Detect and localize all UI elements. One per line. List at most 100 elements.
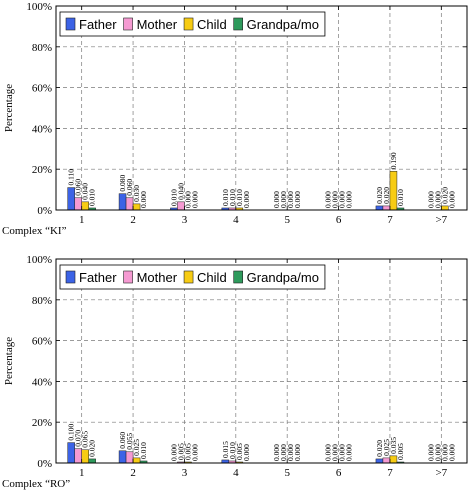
y-tick-label: 20% <box>32 164 52 176</box>
y-axis-title: Percentage <box>3 337 15 385</box>
y-tick-label: 40% <box>32 123 52 135</box>
data-label: 0.000 <box>139 191 148 208</box>
bar-grandpa-mo-1 <box>88 458 96 464</box>
data-label: 0.010 <box>228 442 237 459</box>
data-label: 0.000 <box>426 191 435 208</box>
legend-label: Father <box>79 270 117 285</box>
data-label: 0.020 <box>440 187 449 204</box>
data-label: 0.040 <box>176 183 185 200</box>
data-label: 0.060 <box>118 432 127 449</box>
legend-label: Grandpa/mo <box>247 17 319 32</box>
x-tick-label: 7 <box>387 467 393 479</box>
data-label: 0.100 <box>67 423 76 440</box>
data-label: 0.060 <box>125 179 134 196</box>
data-label: 0.110 <box>67 169 76 186</box>
legend-box <box>59 264 326 290</box>
data-label: 0.000 <box>324 444 333 461</box>
data-label: 0.000 <box>286 191 295 208</box>
data-label: 0.010 <box>235 189 244 206</box>
plot-frame <box>55 258 468 464</box>
data-label: 0.000 <box>338 444 347 461</box>
bar-father-7 <box>375 205 384 211</box>
data-label: 0.000 <box>183 191 192 208</box>
bar-father-2 <box>118 450 127 464</box>
x-tick-label: 5 <box>284 467 290 479</box>
x-axis-title: Complex “RO” <box>2 478 70 490</box>
x-tick-label: 2 <box>130 467 136 479</box>
y-tick-label: 100% <box>26 1 52 13</box>
legend-swatch <box>123 270 133 284</box>
x-tick-label: 6 <box>336 467 342 479</box>
data-label: 0.010 <box>228 189 237 206</box>
data-label: 0.000 <box>169 444 178 461</box>
y-axis-title: Percentage <box>3 84 15 132</box>
legend-label: Child <box>197 270 227 285</box>
data-label: 0.000 <box>293 191 302 208</box>
legend-label: Grandpa/mo <box>247 270 319 285</box>
data-label: 0.000 <box>272 444 281 461</box>
legend-label: Father <box>79 17 117 32</box>
data-label: 0.070 <box>74 430 83 447</box>
data-label: 0.000 <box>338 191 347 208</box>
data-label: 0.000 <box>433 191 442 208</box>
data-label: 0.020 <box>88 440 97 457</box>
y-tick-label: 0% <box>37 458 52 470</box>
y-tick-label: 20% <box>32 417 52 429</box>
data-label: 0.000 <box>286 444 295 461</box>
data-label: 0.010 <box>169 189 178 206</box>
data-label: 0.000 <box>279 444 288 461</box>
data-label: 0.000 <box>447 191 456 208</box>
x-tick-label: 6 <box>336 214 342 226</box>
bar-mother-1 <box>74 448 82 464</box>
plot-frame <box>55 5 468 211</box>
data-label: 0.000 <box>190 444 199 461</box>
data-label: 0.000 <box>293 444 302 461</box>
legend-swatch <box>65 270 76 284</box>
legend-label: Mother <box>137 17 178 32</box>
bar-mother-7 <box>382 205 391 211</box>
data-label: 0.000 <box>242 191 251 208</box>
data-label: 0.065 <box>81 431 90 448</box>
legend-swatch <box>233 17 243 31</box>
x-tick-label: 7 <box>387 214 393 226</box>
data-label: 0.005 <box>235 443 244 460</box>
bar-mother-7 <box>382 457 391 464</box>
data-label: 0.000 <box>324 191 333 208</box>
data-label: 0.000 <box>345 444 354 461</box>
data-label: 0.190 <box>389 152 398 169</box>
data-label: 0.005 <box>396 443 405 460</box>
data-label: 0.015 <box>221 441 230 458</box>
data-label: 0.000 <box>345 191 354 208</box>
data-label: 0.020 <box>375 440 384 457</box>
data-label: 0.020 <box>382 187 391 204</box>
legend-swatch <box>123 17 133 31</box>
y-tick-label: 80% <box>32 295 52 307</box>
data-label: 0.000 <box>279 191 288 208</box>
data-label: 0.010 <box>139 442 148 459</box>
data-label: 0.000 <box>242 444 251 461</box>
x-tick-label: 4 <box>233 467 239 479</box>
y-tick-label: 60% <box>32 83 52 95</box>
x-tick-label: 1 <box>79 467 85 479</box>
legend-label: Child <box>197 17 227 32</box>
legend-swatch <box>65 17 76 31</box>
data-label: 0.025 <box>382 439 391 456</box>
data-label: 0.055 <box>125 433 134 450</box>
legend: Father Mother Child Grandpa/mo <box>59 264 326 290</box>
legend-label: Mother <box>137 270 178 285</box>
legend-swatch <box>183 270 194 284</box>
data-label: 0.060 <box>74 179 83 196</box>
legend-swatch <box>183 17 194 31</box>
data-label: 0.005 <box>176 443 185 460</box>
data-label: 0.010 <box>396 189 405 206</box>
data-label: 0.000 <box>331 444 340 461</box>
data-label: 0.025 <box>132 439 141 456</box>
y-tick-label: 80% <box>32 42 52 54</box>
x-tick-label: 1 <box>79 214 85 226</box>
x-tick-label: 3 <box>182 214 188 226</box>
data-label: 0.040 <box>81 183 90 200</box>
